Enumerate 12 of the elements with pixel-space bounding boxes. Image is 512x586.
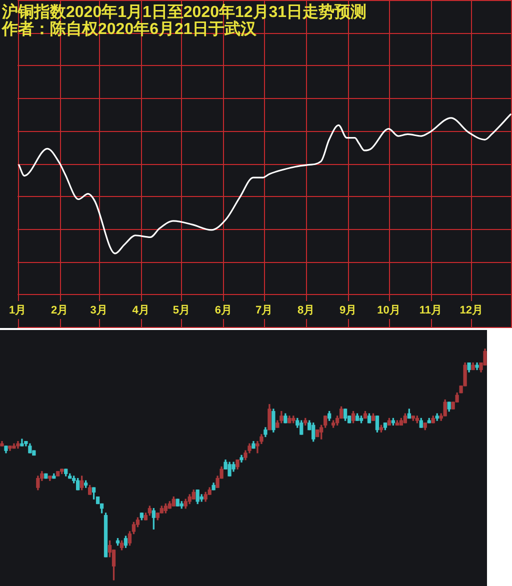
x-tick-label: 2月 — [50, 304, 68, 317]
x-tick-label: 1月 — [8, 304, 26, 317]
x-tick-label: 7月 — [256, 304, 273, 317]
x-tick-label: 5月 — [172, 304, 190, 317]
x-tick-label: 3月 — [90, 304, 108, 317]
x-tick-label: 8月 — [298, 304, 315, 317]
x-tick-label: 10月 — [377, 304, 400, 317]
x-tick-label: 12月 — [460, 304, 483, 317]
x-tick-label: 11月 — [419, 304, 442, 317]
x-tick-label: 6月 — [214, 304, 232, 317]
x-tick-label: 4月 — [132, 304, 150, 317]
x-tick-label: 9月 — [340, 304, 357, 317]
